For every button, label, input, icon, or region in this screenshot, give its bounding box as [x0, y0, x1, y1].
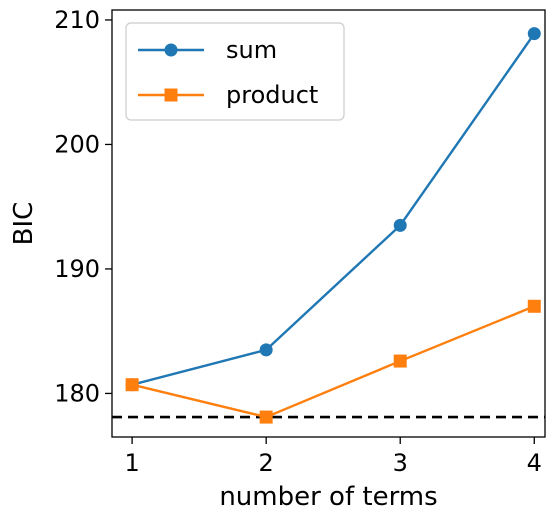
y-tick-label: 200 — [54, 130, 100, 158]
data-point-product-4 — [527, 299, 541, 313]
x-tick-label: 4 — [527, 449, 542, 477]
data-point-product-1 — [125, 378, 139, 392]
legend-marker-sum — [164, 43, 178, 57]
x-tick-label: 2 — [259, 449, 274, 477]
data-point-product-2 — [259, 410, 273, 424]
axes: 1 2 3 4 180 190 200 210 number of terms BIC — [9, 6, 546, 512]
legend: sum product — [125, 22, 345, 121]
data-point-sum-3 — [393, 218, 407, 232]
series-line-product — [131, 305, 535, 419]
legend-label-sum: sum — [226, 36, 277, 64]
x-tick-label: 1 — [124, 449, 139, 477]
y-axis-label: BIC — [9, 202, 39, 246]
data-point-sum-4 — [527, 27, 541, 41]
x-axis-label: number of terms — [219, 482, 437, 512]
plot-area — [112, 27, 545, 424]
legend-marker-product — [164, 88, 178, 102]
series-line-sum — [131, 32, 536, 386]
x-tick-label: 3 — [393, 449, 408, 477]
data-point-sum-2 — [259, 343, 273, 357]
y-tick-label: 180 — [54, 379, 100, 407]
y-tick-label: 210 — [54, 6, 100, 34]
axes-frame — [111, 9, 546, 438]
y-tick-label: 190 — [54, 255, 100, 283]
legend-label-product: product — [226, 81, 318, 109]
data-point-product-3 — [393, 354, 407, 368]
